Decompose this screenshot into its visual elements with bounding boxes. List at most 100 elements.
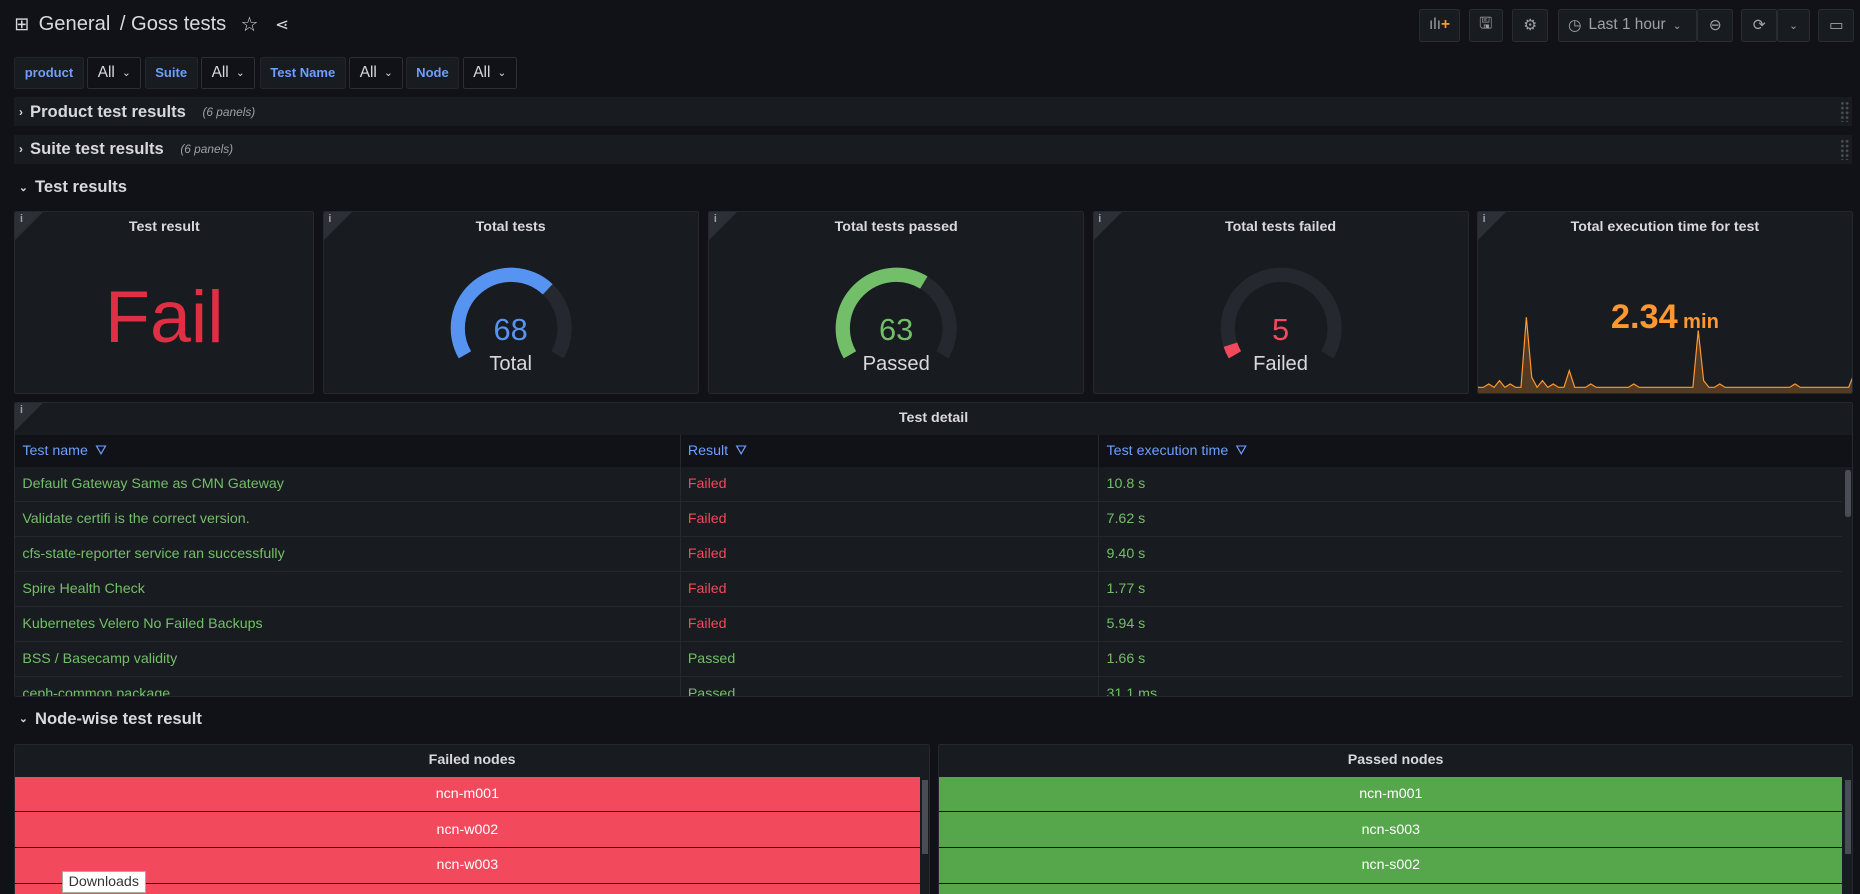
info-icon[interactable]: i: [15, 403, 44, 431]
variable-select[interactable]: All ⌄: [201, 56, 256, 89]
refresh-interval-dropdown[interactable]: ⌄: [1776, 9, 1811, 42]
node-item: ncn-s001: [939, 883, 1843, 894]
filter-icon[interactable]: ⛛: [735, 443, 748, 460]
zoom-out-button[interactable]: ⊖: [1697, 9, 1734, 42]
variable-value: All: [97, 63, 115, 81]
table-row: cfs-state-reporter service ran successfu…: [15, 537, 1843, 573]
info-icon[interactable]: i: [709, 212, 738, 240]
tv-mode-button[interactable]: ▭: [1818, 9, 1855, 42]
tooltip: Downloads: [61, 870, 146, 894]
breadcrumb-separator: /: [119, 13, 126, 36]
chevron-right-icon: ›: [18, 104, 23, 119]
row-suite-test-results[interactable]: › Suite test results (6 panels): [14, 135, 1852, 164]
cell-execution-time: 5.94 s: [1106, 616, 1146, 633]
gauge-failed: [1220, 267, 1342, 359]
gauge-fill: [836, 267, 928, 359]
cell-test-name: BSS / Basecamp validity: [15, 642, 681, 677]
panel-test-result: i Test result Fail: [14, 211, 315, 394]
gauge-label: Passed: [862, 353, 930, 376]
node-item: ncn-m001: [15, 776, 920, 813]
panel-total-tests-failed: i Total tests failed 5 Failed: [1092, 211, 1469, 394]
info-icon[interactable]: i: [323, 212, 352, 240]
column-header-result[interactable]: Result ⛛: [681, 435, 1100, 468]
panel-total-execution-time: i Total execution time for test 2.34 min: [1476, 211, 1853, 394]
column-header-test-name[interactable]: Test name ⛛: [15, 435, 681, 468]
cell-execution-time: 7.62 s: [1106, 511, 1146, 528]
column-header-execution-time[interactable]: Test execution time ⛛: [1099, 435, 1851, 467]
time-picker[interactable]: ◷ Last 1 hour ⌄: [1557, 9, 1698, 42]
chevron-down-icon: ⌄: [497, 67, 507, 80]
scrollbar[interactable]: [921, 780, 928, 854]
panel-title: Total execution time for test: [1570, 219, 1760, 236]
table-row: Validate certifi is the correct version.…: [15, 502, 1843, 538]
variable-select[interactable]: All ⌄: [87, 56, 142, 89]
row-node-wise-test-result[interactable]: ⌄ Node-wise test result: [14, 705, 1851, 733]
panel-title: Passed nodes: [1347, 751, 1444, 768]
row-title: Node-wise test result: [35, 708, 202, 728]
table-header: Test name ⛛ Result ⛛ Test execution time ⛛: [15, 435, 1852, 468]
info-icon[interactable]: i: [1093, 212, 1122, 240]
variable-suite: Suite All ⌄: [144, 56, 256, 89]
stat-value: 2.34 min: [1478, 298, 1852, 337]
monitor-icon: ▭: [1828, 16, 1844, 34]
gauge-track: [1220, 267, 1342, 359]
panel-failed-nodes: Failed nodes ncn-m001ncn-w002ncn-w003ncn…: [14, 743, 930, 894]
cell-execution-time: 1.77 s: [1106, 581, 1146, 598]
settings-button[interactable]: ⚙: [1512, 9, 1548, 42]
variable-value: All: [211, 63, 229, 81]
cell-test-name: Kubernetes Velero No Failed Backups: [15, 607, 681, 642]
drag-handle-icon[interactable]: [1839, 138, 1850, 161]
node-item: ncn-m001: [939, 776, 1843, 813]
variable-select[interactable]: All ⌄: [462, 56, 517, 89]
scrollbar[interactable]: [1844, 780, 1851, 854]
save-icon: 🖫: [1479, 15, 1493, 33]
table-row: Default Gateway Same as CMN Gateway Faile…: [15, 467, 1843, 503]
chevron-down-icon: ⌄: [1789, 19, 1799, 32]
info-icon[interactable]: i: [15, 212, 44, 240]
panel-total-tests-passed: i Total tests passed 63 Passed: [708, 211, 1085, 394]
panel-title: Total tests failed: [1224, 219, 1337, 236]
refresh-button[interactable]: ⟳: [1741, 9, 1777, 42]
panel-total-tests: i Total tests 68 Total: [322, 211, 699, 394]
cell-execution-time: 10.8 s: [1106, 476, 1146, 493]
table-scrollbar[interactable]: [1844, 469, 1851, 517]
gauge-value: 68: [493, 311, 528, 347]
dashboard-title[interactable]: Goss tests: [131, 13, 227, 36]
execution-time-sparkline: [1477, 316, 1852, 393]
info-icon[interactable]: i: [1477, 212, 1506, 240]
table-row: BSS / Basecamp validity Passed 1.66 s: [15, 642, 1843, 678]
row-title: Suite test results: [30, 139, 164, 159]
variable-product: product All ⌄: [14, 56, 142, 89]
save-dashboard-button[interactable]: 🖫: [1468, 9, 1503, 42]
filter-icon[interactable]: ⛛: [95, 443, 108, 460]
table-row: ceph-common package Passed 31.1 ms: [15, 677, 1842, 697]
cell-result: Passed: [681, 677, 1100, 697]
variable-value: All: [473, 63, 491, 81]
table-row: Kubernetes Velero No Failed Backups Faile…: [15, 607, 1843, 643]
star-icon[interactable]: ☆: [240, 14, 259, 37]
column-label: Test execution time: [1106, 443, 1229, 460]
drag-handle-icon[interactable]: [1839, 100, 1850, 123]
gauge-fill: [450, 267, 553, 359]
breadcrumb-folder[interactable]: General: [38, 13, 111, 36]
row-panel-count: (6 panels): [180, 142, 234, 157]
chevron-down-icon: ⌄: [121, 67, 131, 80]
cell-test-name: cfs-state-reporter service ran successfu…: [15, 537, 681, 572]
variable-value: All: [359, 63, 377, 81]
panel-title: Total tests passed: [834, 219, 958, 236]
variable-label: product: [14, 56, 84, 89]
clock-icon: ◷: [1567, 16, 1582, 34]
row-test-results[interactable]: ⌄ Test results: [14, 173, 1851, 201]
variable-select[interactable]: All ⌄: [349, 56, 404, 89]
node-item: ncn-s002: [939, 847, 1843, 884]
cell-result: Failed: [681, 467, 1100, 502]
row-product-test-results[interactable]: › Product test results (6 panels): [14, 97, 1852, 126]
node-item: ncn-w002: [15, 812, 920, 848]
dashboards-grid-icon[interactable]: ⊞: [14, 14, 30, 35]
filter-icon[interactable]: ⛛: [1235, 443, 1248, 460]
share-icon[interactable]: ⋖: [275, 14, 290, 34]
column-label: Test name: [22, 443, 88, 460]
add-panel-button[interactable]: ılı+: [1418, 9, 1461, 42]
refresh-icon: ⟳: [1752, 16, 1766, 34]
column-label: Result: [687, 443, 729, 460]
